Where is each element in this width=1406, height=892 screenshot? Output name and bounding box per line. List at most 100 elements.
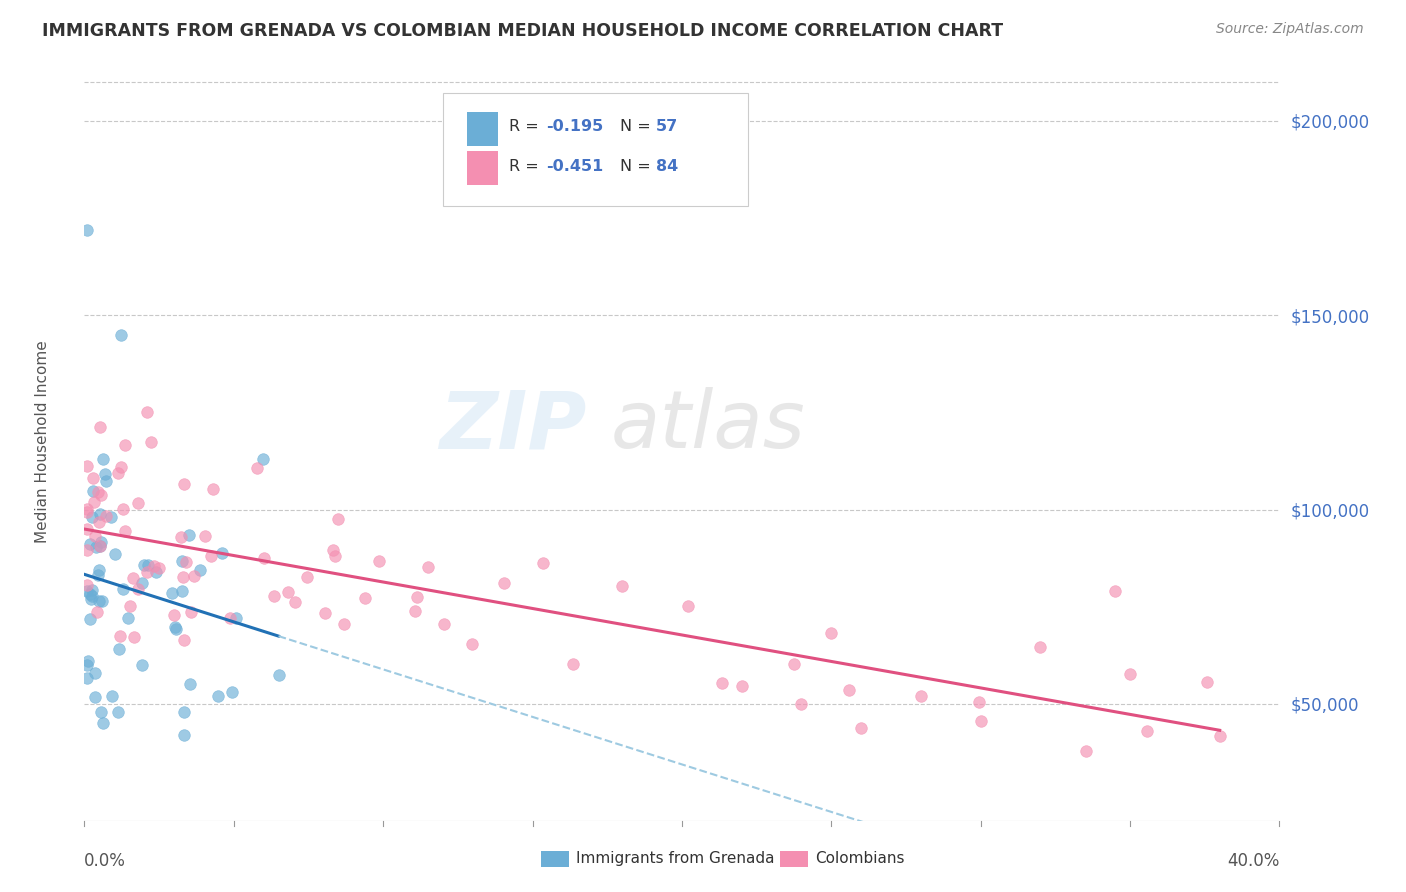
Point bbox=[89, 420, 111, 434]
Point bbox=[104, 547, 127, 561]
Point bbox=[1104, 583, 1126, 598]
Text: R =: R = bbox=[509, 159, 544, 174]
Point bbox=[218, 611, 240, 625]
Point bbox=[323, 549, 346, 564]
Point bbox=[87, 485, 110, 500]
Point bbox=[322, 542, 344, 557]
Point bbox=[179, 676, 201, 690]
Point bbox=[84, 690, 107, 704]
Point bbox=[295, 569, 318, 583]
Point bbox=[82, 471, 104, 485]
Point bbox=[173, 476, 195, 491]
Point bbox=[100, 690, 122, 704]
Point bbox=[253, 550, 276, 565]
Point bbox=[87, 567, 110, 582]
Point bbox=[145, 566, 167, 580]
Point bbox=[135, 566, 157, 580]
Point bbox=[967, 695, 990, 709]
Point bbox=[531, 556, 554, 570]
Point bbox=[277, 584, 299, 599]
Point bbox=[76, 522, 98, 536]
Point bbox=[494, 575, 516, 590]
Point bbox=[107, 705, 129, 719]
Point bbox=[172, 570, 194, 584]
Point bbox=[84, 540, 107, 554]
Text: N =: N = bbox=[620, 120, 655, 135]
Point bbox=[221, 685, 243, 699]
Point bbox=[76, 578, 98, 592]
Point bbox=[82, 583, 104, 598]
Point bbox=[246, 461, 269, 475]
Point bbox=[183, 569, 205, 583]
FancyBboxPatch shape bbox=[467, 151, 498, 186]
Point bbox=[404, 604, 426, 618]
Point bbox=[76, 654, 98, 668]
Point bbox=[93, 467, 115, 482]
Point bbox=[117, 611, 139, 625]
Point bbox=[328, 512, 350, 526]
Point bbox=[252, 451, 274, 466]
Point bbox=[76, 657, 98, 672]
Point bbox=[91, 593, 114, 607]
Point bbox=[94, 509, 117, 524]
Point bbox=[89, 594, 111, 608]
Text: 57: 57 bbox=[655, 120, 678, 135]
Text: Source: ZipAtlas.com: Source: ZipAtlas.com bbox=[1216, 22, 1364, 37]
Point bbox=[200, 549, 222, 563]
Point bbox=[93, 451, 115, 466]
Point bbox=[141, 435, 163, 450]
Point bbox=[731, 679, 754, 693]
Point bbox=[79, 537, 101, 551]
Point bbox=[82, 484, 104, 499]
Point bbox=[132, 558, 155, 572]
Point bbox=[114, 438, 136, 452]
Point bbox=[202, 482, 225, 496]
Point bbox=[194, 529, 217, 543]
Point bbox=[120, 599, 142, 613]
Point bbox=[461, 638, 484, 652]
Point bbox=[131, 575, 153, 590]
Point bbox=[76, 543, 98, 558]
Point bbox=[1209, 729, 1232, 743]
Point bbox=[90, 535, 112, 549]
Text: 0.0%: 0.0% bbox=[84, 852, 127, 870]
Point bbox=[711, 675, 734, 690]
Point bbox=[561, 657, 583, 672]
Point bbox=[188, 563, 211, 577]
Point bbox=[970, 714, 993, 728]
Point bbox=[76, 671, 98, 685]
Point bbox=[678, 599, 700, 614]
FancyBboxPatch shape bbox=[467, 112, 498, 145]
Point bbox=[90, 705, 112, 719]
Point bbox=[84, 665, 107, 680]
Point bbox=[173, 632, 195, 647]
Point bbox=[353, 591, 375, 606]
Point bbox=[165, 622, 187, 636]
Point bbox=[416, 560, 439, 574]
Point bbox=[112, 582, 135, 596]
Point bbox=[838, 682, 860, 697]
Point bbox=[910, 689, 932, 703]
Point bbox=[162, 586, 184, 600]
Point bbox=[165, 620, 187, 634]
Point bbox=[284, 595, 307, 609]
Point bbox=[173, 705, 195, 719]
Point bbox=[127, 496, 149, 510]
Point bbox=[89, 508, 111, 522]
Point bbox=[207, 690, 229, 704]
Text: IMMIGRANTS FROM GRENADA VS COLOMBIAN MEDIAN HOUSEHOLD INCOME CORRELATION CHART: IMMIGRANTS FROM GRENADA VS COLOMBIAN MED… bbox=[42, 22, 1004, 40]
Point bbox=[174, 555, 197, 569]
Point bbox=[79, 612, 101, 626]
Point bbox=[1029, 640, 1052, 654]
Point bbox=[1136, 724, 1159, 739]
Point bbox=[433, 617, 456, 632]
Point bbox=[87, 563, 110, 577]
FancyBboxPatch shape bbox=[443, 93, 748, 207]
Point bbox=[406, 590, 429, 604]
Point bbox=[163, 607, 186, 622]
Point bbox=[79, 591, 101, 606]
Point bbox=[1074, 744, 1097, 758]
Point bbox=[789, 697, 811, 711]
Point bbox=[612, 579, 634, 593]
Point bbox=[122, 571, 145, 585]
